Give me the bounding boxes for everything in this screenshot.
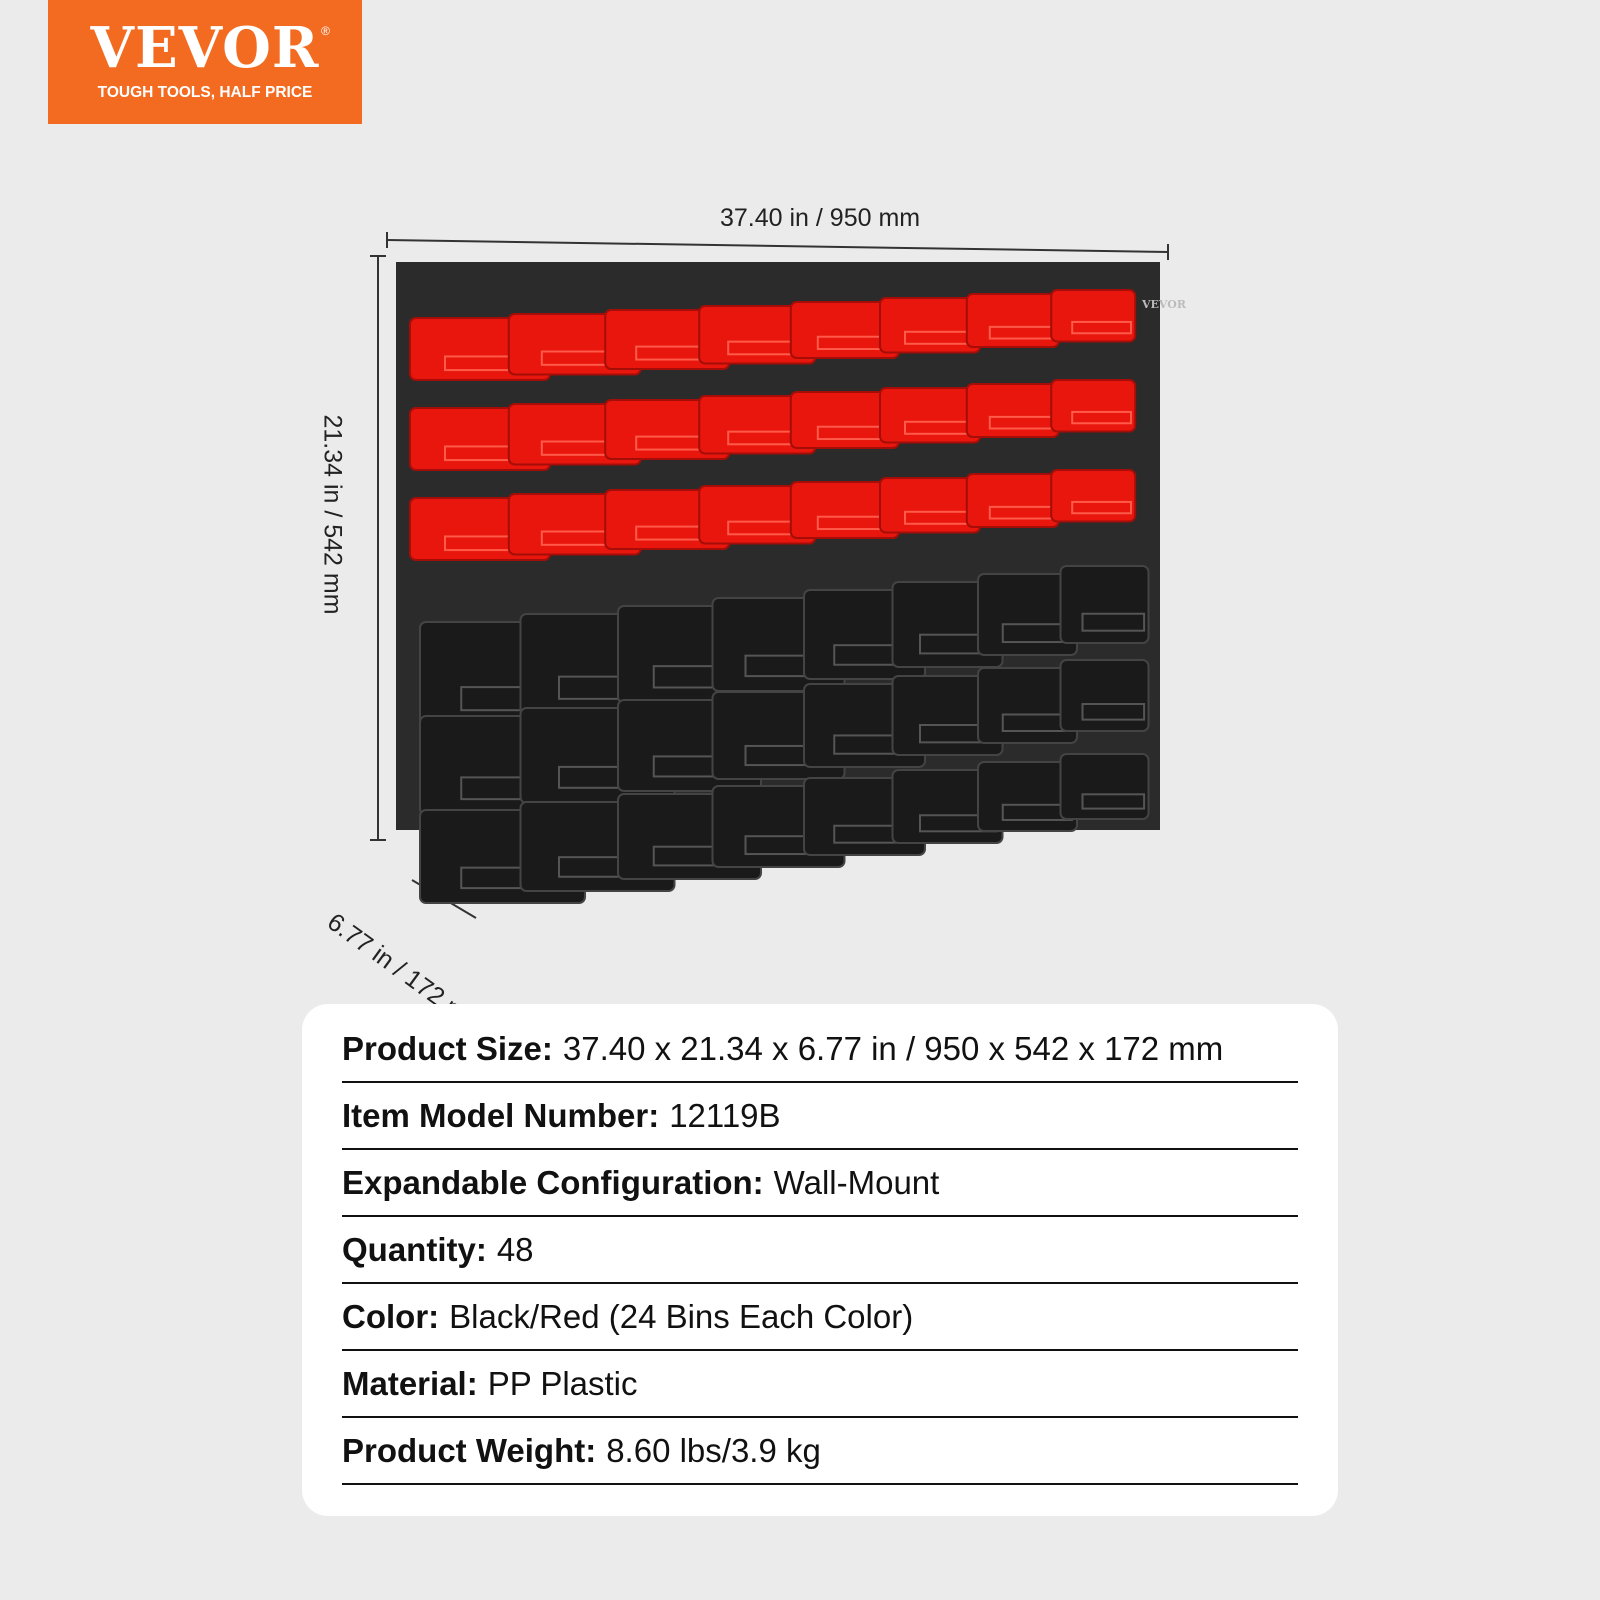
bin-label-slot [1081,793,1146,810]
spec-label: Expandable Configuration: [342,1163,764,1201]
spec-label: Product Weight: [342,1431,597,1469]
logo-brand: VEVOR [90,15,320,81]
bin-label-slot [1071,410,1132,425]
product-image: VEVOR [370,232,1187,919]
spec-row: Expandable Configuration: Wall-Mount [342,1150,1298,1217]
vevor-logo: VEVOR ® TOUGH TOOLS, HALF PRICE [48,0,362,124]
height-dimension: 21.34 in / 542 mm [318,414,347,615]
spec-label: Material: [342,1364,478,1402]
spec-row: Product Size: 37.40 x 21.34 x 6.77 in / 9… [342,1016,1298,1083]
panel-logo: VEVOR [1141,298,1187,311]
bin-label-slot [1071,320,1132,335]
dimension-lines [370,232,1169,919]
spec-row: Color: Black/Red (24 Bins Each Color) [342,1284,1298,1351]
spec-value: 8.60 lbs/3.9 kg [606,1431,821,1469]
spec-value: 12119B [669,1096,781,1134]
registered-mark: ® [321,24,330,38]
width-dimension: 37.40 in / 950 mm [720,204,921,232]
spec-card: Product Size: 37.40 x 21.34 x 6.77 in / 9… [302,1004,1338,1516]
spec-value: 37.40 x 21.34 x 6.77 in / 950 x 542 x 17… [562,1029,1224,1067]
spec-row: Product Weight: 8.60 lbs/3.9 kg [342,1418,1298,1485]
spec-label: Quantity: [342,1230,487,1268]
spec-row: Material: PP Plastic [342,1351,1298,1418]
spec-label: Item Model Number: [342,1096,660,1134]
bin-label-slot [1071,500,1132,515]
spec-value: Wall-Mount [773,1163,940,1201]
bin-label-slot [1081,703,1146,721]
logo-tagline: TOUGH TOOLS, HALF PRICE [97,84,313,101]
bins [409,289,1150,904]
spec-label: Color: [342,1297,440,1335]
spec-value: 48 [496,1230,534,1268]
spec-value: Black/Red (24 Bins Each Color) [449,1297,914,1335]
spec-value: PP Plastic [487,1364,638,1402]
spec-row: Quantity: 48 [342,1217,1298,1284]
bin-label-slot [1081,612,1146,632]
spec-row: Item Model Number: 12119B [342,1083,1298,1150]
spec-label: Product Size: [342,1029,553,1067]
